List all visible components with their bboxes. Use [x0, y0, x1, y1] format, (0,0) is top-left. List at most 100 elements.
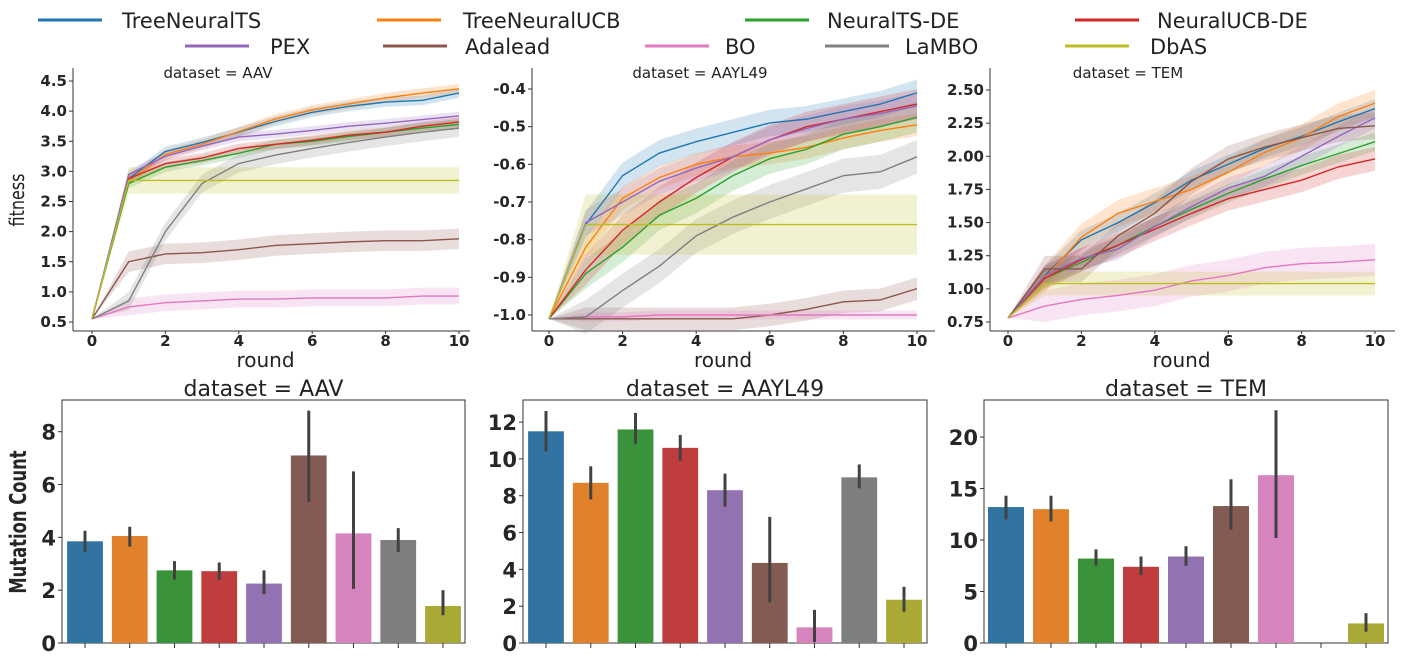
y-tick-label: 3.0	[40, 162, 67, 180]
legend-item: NeuralUCB-DE	[1075, 9, 1308, 33]
y-axis-label: fitness	[6, 173, 29, 226]
bar-neuralucb-de	[662, 447, 699, 643]
series-line-treeneuralucb	[91, 88, 460, 320]
y-tick-label: 0	[963, 632, 978, 656]
confidence-band-neuralts-de	[1008, 132, 1375, 319]
bar-chart-panel: 0 5 10 15 20 dataset = TEM	[949, 377, 1389, 656]
y-tick-label: 0	[502, 632, 517, 656]
bar-lambo	[380, 539, 417, 643]
legend-item: TreeNeuralTS	[38, 9, 261, 33]
series-line-pex	[91, 115, 460, 320]
confidence-band-lambo	[549, 139, 917, 334]
bar-dbas	[1348, 623, 1384, 643]
y-tick-label: 2	[41, 579, 56, 603]
confidence-band-adalead	[1008, 112, 1375, 319]
y-axis-label: Mutation Count	[4, 450, 32, 594]
bar-treeneuralucb	[111, 536, 148, 643]
confidence-band-neuralucb-de	[1008, 147, 1375, 319]
confidence-band-treeneuralucb	[1008, 90, 1375, 319]
series-line-neuralucb-de	[91, 121, 460, 320]
y-tick-label: 2.5	[40, 193, 67, 211]
series-line-bo	[548, 314, 917, 320]
legend-item: DbAS	[1065, 35, 1207, 59]
y-tick-label: 8	[502, 485, 517, 509]
y-tick-label: -0.8	[493, 231, 526, 249]
series-line-neuralucb-de	[1007, 158, 1376, 319]
series-line-treeneuralts	[548, 92, 918, 320]
x-tick-label: 8	[838, 332, 848, 350]
y-tick-label: 0.5	[40, 313, 67, 331]
y-tick-label: 2.25	[947, 114, 984, 132]
line-chart-panel: 0.5 1.0 1.5 2.0 2.5 3.0 3.5 4.0 4.5 0 2 4 6 8 10 datase…	[6, 64, 470, 372]
x-tick-label: 0	[1003, 332, 1013, 350]
line-chart-panel: -1.0 -0.9 -0.8 -0.7 -0.6 -0.5 -0.4 0 2 4 6 8 10 datas…	[493, 64, 935, 372]
y-tick-label: -0.6	[493, 155, 526, 173]
x-tick-label: 8	[380, 332, 390, 350]
x-axis-label: round	[236, 348, 294, 372]
bar-chart-panel: 0 2 4 6 8 10 12 dataset = AAYL49	[488, 377, 928, 656]
legend-label: LaMBO	[905, 35, 978, 59]
y-tick-label: -0.7	[493, 193, 526, 211]
y-tick-label: -0.4	[493, 80, 526, 98]
x-tick-label: 10	[1365, 332, 1386, 350]
y-tick-label: 10	[488, 448, 517, 472]
y-tick-label: 2.50	[947, 81, 984, 99]
legend-item: BO	[645, 35, 756, 59]
series-line-treeneuralts	[91, 92, 460, 320]
panel-title: dataset = TEM	[1105, 377, 1267, 402]
bar-treeneuralts	[528, 431, 564, 643]
confidence-band-pex	[549, 92, 917, 319]
series-line-bo	[91, 295, 459, 320]
bar-neuralts-de	[617, 429, 654, 643]
line-chart-panel: 0.75 1.00 1.25 1.50 1.75 2.00 2.25 2.50 0 2 4 6 8 10 d…	[947, 64, 1395, 372]
x-tick-label: 6	[765, 332, 775, 350]
confidence-band-dbas	[549, 194, 917, 319]
y-tick-label: -0.9	[493, 268, 526, 286]
series-line-dbas	[548, 223, 917, 320]
y-tick-label: 0	[41, 632, 56, 656]
series-line-pex	[548, 105, 918, 320]
panel-title: dataset = AAYL49	[626, 377, 824, 402]
y-tick-label: -1.0	[493, 306, 526, 324]
x-axis-label: round	[694, 348, 752, 372]
confidence-band-adalead	[92, 228, 459, 319]
panel-title: dataset = AAV	[163, 64, 273, 82]
bar-pex	[1168, 556, 1204, 643]
legend-label: NeuralUCB-DE	[1157, 9, 1308, 33]
y-tick-label: 2.00	[947, 147, 984, 165]
bar-chart-panel: 0 2 4 6 8 dataset = AAV Mutation Count	[4, 377, 466, 656]
legend-item: NeuralTS-DE	[745, 9, 959, 33]
legend-label: NeuralTS-DE	[827, 9, 959, 33]
series-line-adalead	[91, 238, 460, 320]
x-tick-label: 2	[617, 332, 627, 350]
y-tick-label: 1.25	[947, 247, 984, 265]
legend: TreeNeuralTS TreeNeuralUCB NeuralTS-DE Neur…	[38, 9, 1308, 59]
bar-lambo	[841, 477, 878, 643]
y-tick-label: 6	[502, 522, 517, 546]
y-tick-label: -0.5	[493, 118, 526, 136]
y-tick-label: 1.00	[947, 280, 984, 298]
series-line-treeneuralucb	[1007, 102, 1376, 319]
legend-label: Adalead	[465, 35, 550, 59]
legend-label: TreeNeuralTS	[121, 9, 261, 33]
panel-title: dataset = AAV	[184, 377, 344, 402]
series-line-dbas	[91, 179, 459, 320]
legend-item: PEX	[185, 35, 310, 59]
series-line-bo	[1007, 258, 1376, 319]
y-tick-label: 4	[502, 558, 517, 582]
y-tick-label: 6	[41, 474, 56, 498]
x-axis-label: round	[1152, 348, 1210, 372]
y-tick-label: 1.75	[947, 180, 984, 198]
x-tick-label: 6	[307, 332, 317, 350]
y-tick-label: 2.0	[40, 223, 67, 241]
legend-label: PEX	[270, 35, 310, 59]
y-tick-label: 2	[502, 595, 517, 619]
confidence-band-lambo	[92, 118, 459, 319]
y-tick-label: 4.5	[40, 72, 67, 90]
legend-item: Adalead	[383, 35, 550, 59]
x-tick-label: 0	[544, 332, 554, 350]
bar-treeneuralucb	[1033, 509, 1069, 643]
y-tick-label: 12	[488, 411, 517, 435]
legend-item: TreeNeuralUCB	[377, 9, 620, 33]
